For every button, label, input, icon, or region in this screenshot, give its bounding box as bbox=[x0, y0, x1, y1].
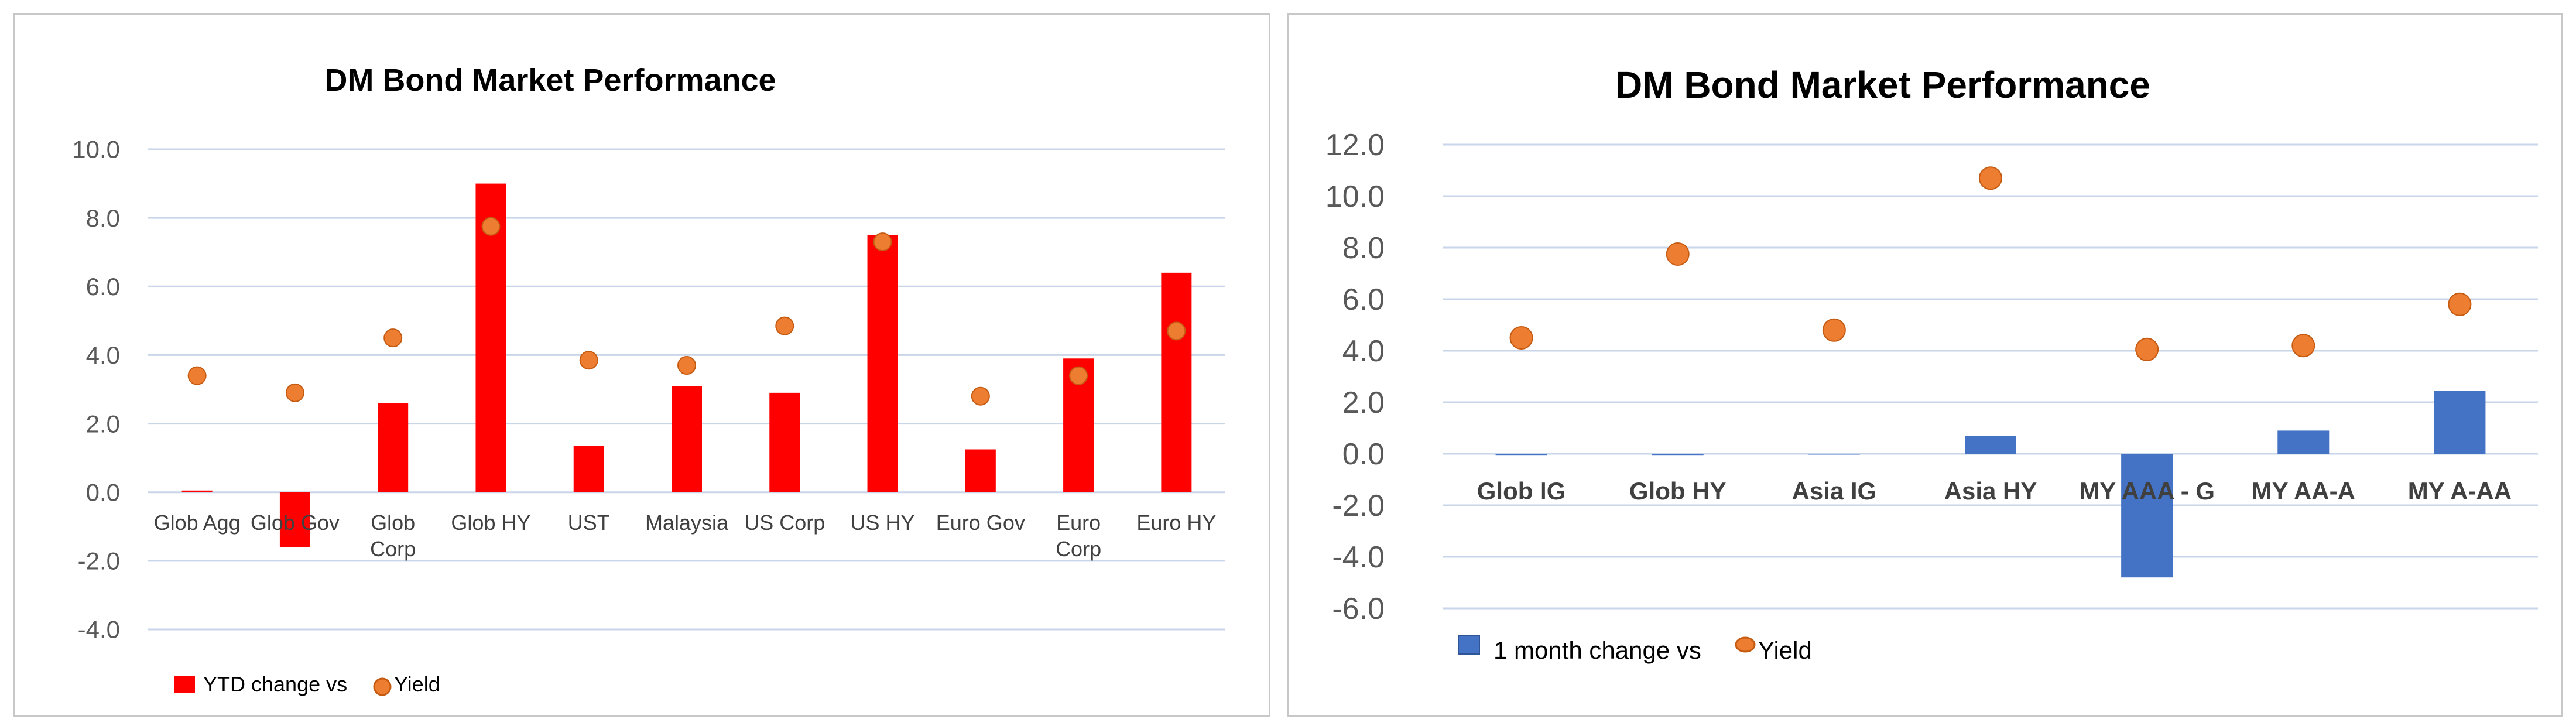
chart-left-svg: DM Bond Market Performance Glob Agg Glob … bbox=[72, 63, 1225, 696]
category-label: Asia HY bbox=[1944, 477, 2037, 505]
chart-title: DM Bond Market Performance bbox=[324, 63, 776, 98]
bar-euro-gov bbox=[965, 449, 996, 492]
y-tick-label: 6.0 bbox=[1342, 283, 1385, 317]
y-tick-label: 4.0 bbox=[1342, 334, 1385, 368]
bar-glob-ig bbox=[1495, 454, 1547, 456]
legend-swatch-1m bbox=[1458, 635, 1480, 655]
y-tick-label: 10.0 bbox=[1325, 180, 1385, 214]
bar-asia-hy bbox=[1965, 436, 2016, 454]
category-label: UST bbox=[568, 511, 610, 535]
legend-label-yield: Yield bbox=[1758, 636, 1812, 664]
bar-us-corp bbox=[769, 392, 800, 492]
yield-dot-asia-hy bbox=[1979, 166, 2002, 190]
bar-us-hy bbox=[867, 235, 898, 492]
y-tick-label: 0.0 bbox=[1342, 437, 1385, 471]
yield-dot-euro-gov bbox=[971, 386, 990, 406]
bar-asia-ig bbox=[1808, 454, 1860, 455]
category-label: Asia IG bbox=[1791, 477, 1876, 505]
y-tick-label: 8.0 bbox=[86, 204, 120, 232]
yield-dot-euro-hy bbox=[1167, 321, 1186, 341]
bar-glob-gov bbox=[279, 492, 310, 547]
category-label: MY A-AA bbox=[2408, 477, 2512, 505]
category-label: Glob Corp bbox=[370, 511, 416, 561]
yield-dot-my-a-aa bbox=[2448, 292, 2472, 316]
yield-dot-glob-agg bbox=[187, 366, 207, 385]
category-label: US Corp bbox=[744, 511, 825, 535]
chart-panel-left: DM Bond Market Performance Glob Agg Glob … bbox=[13, 13, 1270, 717]
legend-label-1m: 1 month change vs bbox=[1493, 636, 1701, 664]
bar-my-aa-a bbox=[2277, 430, 2330, 454]
y-tick-label: 2.0 bbox=[1342, 386, 1385, 420]
y-tick-label: -2.0 bbox=[1332, 489, 1385, 523]
bar-glob-agg bbox=[181, 490, 213, 492]
y-tick-label: 12.0 bbox=[1325, 128, 1385, 162]
bar-my-aaa-g bbox=[2121, 454, 2173, 578]
yield-dot-ust bbox=[579, 351, 598, 370]
bar-glob-corp bbox=[378, 403, 409, 492]
chart-panel-right: DM Bond Market Performance Glob IG Glob H… bbox=[1287, 13, 2563, 717]
legend-label-yield: Yield bbox=[394, 672, 440, 696]
category-label: Glob IG bbox=[1477, 477, 1566, 505]
yield-dot-glob-hy bbox=[481, 217, 501, 236]
bar-euro-hy bbox=[1161, 272, 1192, 492]
yield-dot-us-corp bbox=[775, 316, 794, 335]
y-tick-label: -6.0 bbox=[1332, 592, 1385, 626]
category-label: Glob HY bbox=[1629, 477, 1727, 505]
y-tick-label: 8.0 bbox=[1342, 231, 1385, 265]
legend-swatch-yield bbox=[373, 677, 392, 696]
legend-swatch-ytd bbox=[174, 676, 195, 693]
chart-right-svg: DM Bond Market Performance Glob IG Glob H… bbox=[1325, 64, 2538, 664]
y-tick-label: 10.0 bbox=[72, 136, 120, 163]
bar-malaysia bbox=[672, 386, 702, 492]
yield-dot-malaysia bbox=[677, 356, 696, 375]
chart-title: DM Bond Market Performance bbox=[1615, 64, 2150, 106]
y-tick-label: 2.0 bbox=[86, 410, 120, 437]
yield-dot-euro-corp bbox=[1069, 366, 1088, 385]
legend-label-ytd: YTD change vs bbox=[203, 672, 347, 696]
yield-dot-glob-ig bbox=[1509, 326, 1533, 350]
y-tick-label: -4.0 bbox=[78, 616, 120, 643]
y-tick-label: 0.0 bbox=[86, 478, 120, 506]
category-label: Euro Corp bbox=[1056, 511, 1101, 561]
bar-my-a-aa bbox=[2434, 391, 2486, 454]
category-label: MY AA-A bbox=[2252, 477, 2355, 505]
y-tick-label: 4.0 bbox=[86, 341, 120, 369]
yield-dot-glob-corp bbox=[383, 328, 403, 348]
category-label: Glob HY bbox=[451, 511, 530, 535]
legend-swatch-yield bbox=[1735, 636, 1756, 653]
category-label: Glob Agg bbox=[154, 511, 241, 535]
category-label: MY AAA - G bbox=[2079, 477, 2215, 505]
category-label: Euro Gov bbox=[936, 511, 1025, 535]
y-tick-label: 6.0 bbox=[86, 273, 120, 300]
bar-ust bbox=[573, 446, 604, 492]
yield-dot-glob-hy bbox=[1666, 242, 1690, 266]
category-label: Malaysia bbox=[645, 511, 729, 535]
bar-glob-hy bbox=[1652, 454, 1704, 456]
y-tick-label: -2.0 bbox=[78, 547, 120, 575]
yield-dot-my-aa-a bbox=[2291, 334, 2315, 358]
yield-dot-us-hy bbox=[873, 232, 892, 252]
y-tick-label: -4.0 bbox=[1332, 540, 1385, 574]
category-label: Glob Gov bbox=[251, 511, 340, 535]
category-label: Euro HY bbox=[1136, 511, 1216, 535]
yield-dot-glob-gov bbox=[285, 383, 304, 402]
category-label: US HY bbox=[851, 511, 915, 535]
yield-dot-my-aaa-g bbox=[2135, 337, 2159, 361]
yield-dot-asia-ig bbox=[1822, 318, 1846, 342]
